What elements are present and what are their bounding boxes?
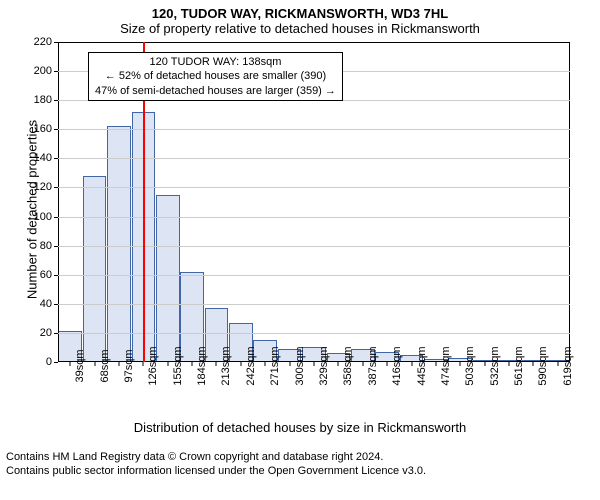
histogram-bar bbox=[156, 195, 180, 362]
x-tick-label: 358sqm bbox=[338, 346, 354, 385]
annotation-box: 120 TUDOR WAY: 138sqm← 52% of detached h… bbox=[88, 52, 343, 101]
x-tick-label: 68sqm bbox=[95, 349, 111, 382]
annotation-line: 120 TUDOR WAY: 138sqm bbox=[95, 55, 336, 69]
x-tick-label: 184sqm bbox=[192, 346, 208, 385]
x-tick-label: 619sqm bbox=[558, 346, 574, 385]
footer-line-2: Contains public sector information licen… bbox=[6, 464, 594, 478]
x-tick-label: 416sqm bbox=[387, 346, 403, 385]
histogram-bar bbox=[107, 126, 131, 362]
x-tick-label: 329sqm bbox=[314, 346, 330, 385]
y-tick-label: 140 bbox=[34, 152, 58, 164]
annotation-line: 47% of semi-detached houses are larger (… bbox=[95, 84, 336, 98]
x-tick-label: 503sqm bbox=[460, 346, 476, 385]
x-tick-label: 242sqm bbox=[241, 346, 257, 385]
attribution-footer: Contains HM Land Registry data © Crown c… bbox=[0, 446, 600, 479]
footer-line-1: Contains HM Land Registry data © Crown c… bbox=[6, 450, 594, 464]
y-tick-label: 60 bbox=[40, 269, 58, 281]
x-tick-label: 590sqm bbox=[533, 346, 549, 385]
x-tick-label: 126sqm bbox=[143, 346, 159, 385]
y-tick-label: 200 bbox=[34, 65, 58, 77]
x-tick-label: 155sqm bbox=[168, 346, 184, 385]
y-tick-label: 180 bbox=[34, 94, 58, 106]
y-tick-label: 0 bbox=[46, 356, 58, 368]
histogram-bar bbox=[83, 176, 107, 362]
x-axis-label: Distribution of detached houses by size … bbox=[0, 420, 600, 435]
grid-line bbox=[58, 187, 570, 188]
chart-container: Number of detached properties 0204060801… bbox=[0, 36, 600, 446]
grid-line bbox=[58, 304, 570, 305]
grid-line bbox=[58, 158, 570, 159]
y-tick-label: 220 bbox=[34, 36, 58, 48]
annotation-line: ← 52% of detached houses are smaller (39… bbox=[95, 69, 336, 83]
x-tick-label: 387sqm bbox=[363, 346, 379, 385]
x-tick-label: 300sqm bbox=[290, 346, 306, 385]
x-tick-label: 271sqm bbox=[265, 346, 281, 385]
y-tick-label: 120 bbox=[34, 181, 58, 193]
y-tick-label: 160 bbox=[34, 123, 58, 135]
grid-line bbox=[58, 246, 570, 247]
x-tick-label: 39sqm bbox=[70, 349, 86, 382]
sub-title: Size of property relative to detached ho… bbox=[0, 21, 600, 36]
x-tick-label: 474sqm bbox=[436, 346, 452, 385]
plot-area: Number of detached properties 0204060801… bbox=[58, 42, 570, 362]
y-tick-label: 80 bbox=[40, 240, 58, 252]
x-tick-label: 213sqm bbox=[216, 346, 232, 385]
grid-line bbox=[58, 217, 570, 218]
grid-line bbox=[58, 275, 570, 276]
x-tick-label: 532sqm bbox=[485, 346, 501, 385]
x-tick-label: 97sqm bbox=[119, 349, 135, 382]
y-tick-label: 20 bbox=[40, 327, 58, 339]
y-tick-label: 40 bbox=[40, 298, 58, 310]
grid-line bbox=[58, 129, 570, 130]
grid-line bbox=[58, 333, 570, 334]
x-tick-label: 561sqm bbox=[509, 346, 525, 385]
main-title: 120, TUDOR WAY, RICKMANSWORTH, WD3 7HL bbox=[0, 0, 600, 21]
x-tick-label: 445sqm bbox=[412, 346, 428, 385]
y-tick-label: 100 bbox=[34, 211, 58, 223]
